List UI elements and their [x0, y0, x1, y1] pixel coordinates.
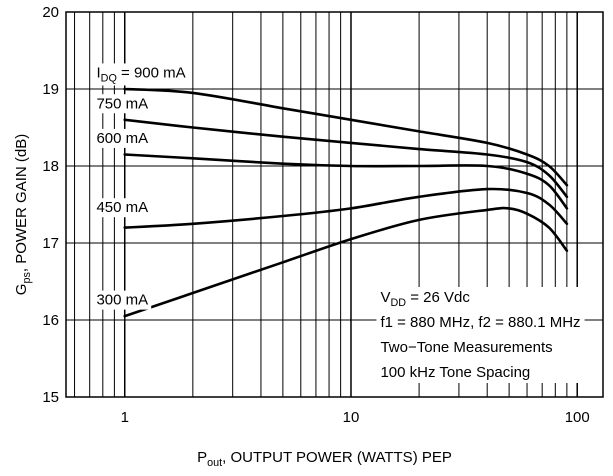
- condition-line: 100 kHz Tone Spacing: [380, 364, 530, 381]
- x-tick-labels: 1 10 100: [121, 409, 590, 426]
- curve-label-background: [93, 63, 189, 86]
- y-tick-label: 15: [42, 389, 59, 406]
- curve-label-background: [93, 290, 152, 310]
- curve-label: 750 mA: [96, 95, 148, 112]
- y-axis-title: Gps, POWER GAIN (dB): [13, 134, 33, 295]
- condition-line: VDD = 26 Vdc: [380, 289, 470, 309]
- y-tick-label: 19: [42, 81, 59, 98]
- gain-curves: [123, 87, 569, 318]
- curve-label-background: [93, 198, 152, 218]
- gain-curve: [123, 153, 569, 210]
- x-tick-label: 100: [565, 409, 590, 426]
- curve-label: IDQ = 900 mA: [96, 64, 185, 84]
- y-tick-labels: 15 16 17 18 19 20: [42, 4, 59, 406]
- condition-background: [376, 287, 585, 383]
- x-tick-label: 1: [121, 409, 129, 426]
- gain-curve: [123, 118, 569, 199]
- y-tick-label: 16: [42, 312, 59, 329]
- x-axis-title: Pout, OUTPUT POWER (WATTS) PEP: [197, 449, 452, 469]
- y-tick-label: 17: [42, 235, 59, 252]
- curve-label: 450 mA: [96, 199, 148, 216]
- gain-curve: [123, 87, 569, 187]
- curve-labels: IDQ = 900 mA 750 mA 600 mA 450 mA 300 mA: [93, 63, 189, 310]
- curve-label: 300 mA: [96, 292, 148, 309]
- axis-titles: Pout, OUTPUT POWER (WATTS) PEP Gps, POWER…: [13, 134, 452, 469]
- gain-curve: [123, 206, 569, 318]
- conditions-annotation: VDD = 26 Vdc f1 = 880 MHz, f2 = 880.1 MHz…: [376, 287, 585, 383]
- curve-label-background: [93, 128, 152, 148]
- condition-line: f1 = 880 MHz, f2 = 880.1 MHz: [380, 314, 580, 331]
- y-tick-label: 20: [42, 4, 59, 21]
- condition-line: Two−Tone Measurements: [380, 339, 552, 356]
- plot-frame: [65, 11, 604, 398]
- curve-label: 600 mA: [96, 130, 148, 147]
- x-tick-label: 10: [343, 409, 360, 426]
- gain-curve: [123, 187, 569, 229]
- curve-label-background: [93, 94, 152, 114]
- y-tick-label: 18: [42, 158, 59, 175]
